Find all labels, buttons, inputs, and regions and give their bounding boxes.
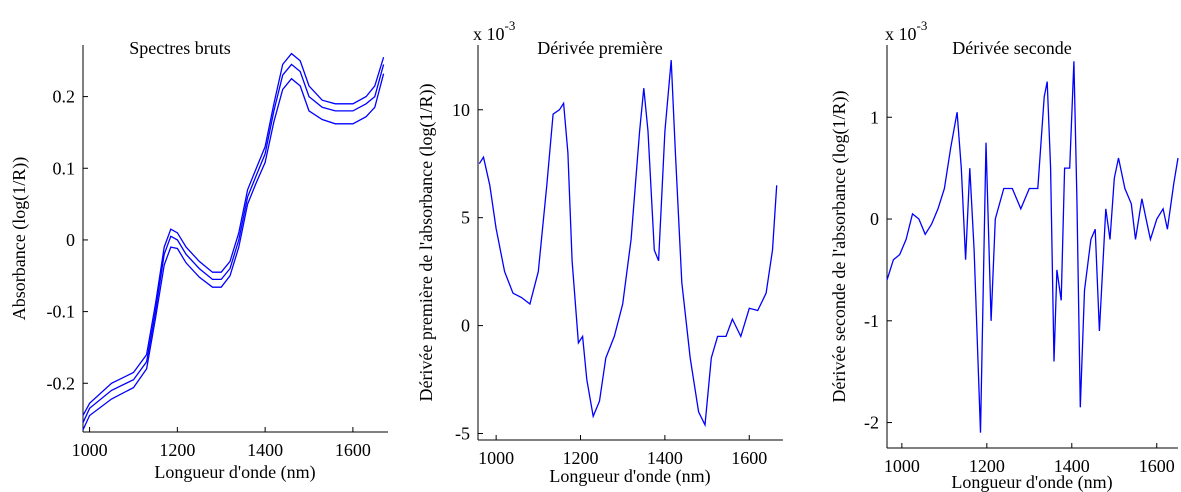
x-axis-label: Longueur d'onde (nm)	[154, 462, 315, 483]
x-tick-label: 1200	[969, 456, 1005, 476]
y-tick-label: -2	[864, 413, 879, 433]
x-tick-label: 1600	[731, 448, 767, 468]
y-tick-label: -0.2	[47, 373, 76, 393]
y-tick-label: 0	[66, 230, 75, 250]
spectrum-line	[82, 63, 385, 423]
x-tick-label: 1000	[884, 456, 920, 476]
chart-title: Spectres bruts	[129, 38, 230, 58]
x-tick-label: 1400	[247, 440, 283, 460]
x-tick-label: 1200	[563, 448, 599, 468]
spectrum-line	[478, 60, 778, 428]
spectrum-line	[82, 52, 385, 416]
y-tick-label: 0.2	[53, 87, 76, 107]
x-axis-label: Longueur d'onde (nm)	[951, 472, 1112, 492]
y-tick-label: 5	[461, 208, 470, 228]
x-tick-label: 1200	[159, 440, 195, 460]
axis-multiplier: x 10-3	[473, 18, 515, 44]
multiplier-base: x 10	[885, 24, 917, 44]
spectrum-line	[886, 61, 1179, 433]
y-tick-label: -5	[455, 424, 470, 444]
chart-title: Dérivée seconde	[952, 38, 1071, 58]
y-tick-label: -0.1	[47, 302, 76, 322]
y-axis-label: Absorbance (log(1/R))	[9, 157, 30, 320]
x-tick-label: 1400	[647, 448, 683, 468]
x-tick-label: 1400	[1054, 456, 1090, 476]
multiplier-base: x 10	[473, 24, 505, 44]
y-tick-label: 0.1	[53, 158, 76, 178]
x-tick-label: 1600	[335, 440, 371, 460]
y-tick-label: 0	[870, 209, 879, 229]
chart-title: Dérivée première	[537, 38, 662, 58]
y-tick-label: 1	[870, 107, 879, 127]
multiplier-exponent: -3	[505, 18, 516, 33]
y-axis-label: Dérivée première de l'absorbance (log(1/…	[416, 83, 437, 401]
y-axis-label: Dérivée seconde de l'absorbance (log(1/R…	[829, 90, 850, 402]
x-tick-label: 1600	[1139, 456, 1175, 476]
multiplier-exponent: -3	[917, 18, 928, 33]
x-axis-label: Longueur d'onde (nm)	[549, 466, 710, 487]
x-tick-label: 1000	[478, 448, 514, 468]
y-tick-label: 10	[452, 100, 470, 120]
x-tick-label: 1000	[72, 440, 108, 460]
y-tick-label: 0	[461, 316, 470, 336]
axis-multiplier: x 10-3	[885, 18, 927, 44]
spectrum-line	[82, 73, 385, 431]
y-tick-label: -1	[864, 311, 879, 331]
